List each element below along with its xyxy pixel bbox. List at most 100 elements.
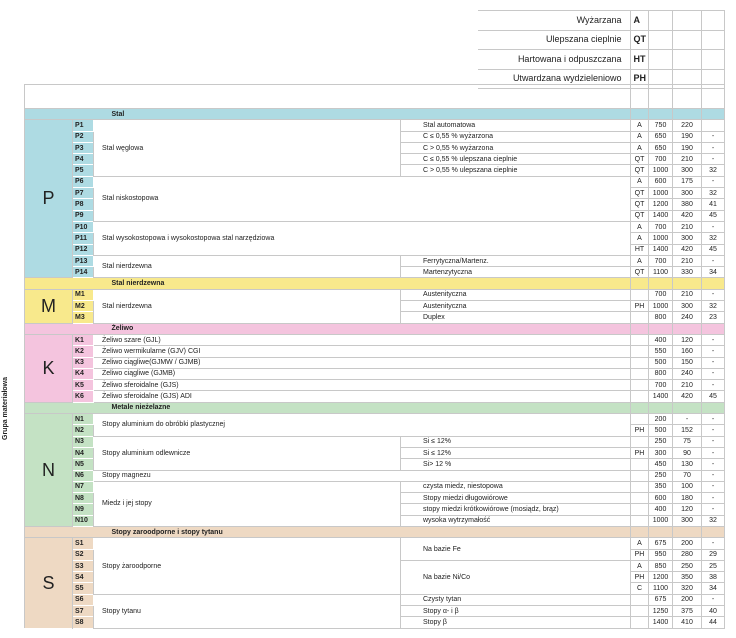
material-name: Stopy magnezu — [93, 469, 631, 482]
value-3: - — [701, 537, 725, 550]
material-name: Stal niskostopowa — [93, 175, 631, 222]
value-1: 700 — [648, 254, 673, 268]
section-header-row: Stal — [24, 107, 725, 121]
material-code: S3 — [72, 559, 94, 573]
treatment-code: PH — [630, 300, 649, 313]
header-blank-row — [24, 84, 725, 109]
material-code: P7 — [72, 187, 94, 200]
material-code: K2 — [72, 345, 94, 358]
value-3: - — [701, 356, 725, 369]
legend-row: Hartowana i odpuszczana HT — [478, 49, 725, 70]
material-code: P10 — [72, 220, 94, 234]
value-1: 1000 — [648, 300, 673, 313]
material-code: N7 — [72, 480, 94, 494]
section-header-spacer — [24, 322, 94, 335]
blank-cell — [630, 525, 649, 539]
blank-cell — [648, 322, 673, 335]
value-1: 1000 — [648, 164, 673, 177]
treatment-code: A — [630, 220, 649, 234]
treatment-code — [630, 356, 649, 369]
blank-cell — [648, 277, 673, 290]
value-1: 200 — [648, 413, 673, 426]
material-subtype: C > 0,55 % ulepszana cieplnie — [400, 164, 631, 177]
material-code: S8 — [72, 616, 94, 629]
value-3: - — [701, 469, 725, 482]
treatment-code — [630, 413, 649, 426]
blank-cell — [24, 84, 631, 109]
value-2: 210 — [672, 288, 702, 302]
material-group-table: Stal P P1 Stal węglowa Stal automatowa A 750 22… — [24, 107, 725, 629]
value-3: 23 — [701, 311, 725, 324]
material-code: P2 — [72, 130, 94, 143]
value-1: 850 — [648, 559, 673, 573]
section-header-spacer — [24, 107, 94, 121]
value-3: - — [701, 446, 725, 460]
section-header-row: Żeliwo — [24, 322, 725, 335]
material-code: S4 — [72, 571, 94, 584]
material-code: S1 — [72, 537, 94, 550]
value-2: 350 — [672, 571, 702, 584]
blank-cell — [701, 10, 725, 31]
blank-cell — [648, 49, 673, 70]
value-3: - — [701, 458, 725, 471]
value-1: 250 — [648, 469, 673, 482]
treatment-code: C — [630, 582, 649, 595]
treatment-code — [630, 379, 649, 392]
material-subtype: Duplex — [400, 311, 631, 324]
legend-row: Ulepszana cieplnie QT — [478, 29, 725, 50]
material-name: Stal węglowa — [93, 119, 401, 177]
value-2: 190 — [672, 130, 702, 143]
material-subtype: C ≤ 0,55 % ulepszana cieplnie — [400, 153, 631, 166]
section-header-row: Metale nieżelazne — [24, 401, 725, 415]
material-subtype: Stopy β — [400, 616, 631, 629]
value-3: - — [701, 220, 725, 234]
section-title: Żeliwo — [93, 322, 631, 335]
value-3: 41 — [701, 198, 725, 211]
table-row: N5 Si> 12 % 450 130- — [25, 458, 725, 471]
blank-cell — [630, 322, 649, 335]
value-3: - — [701, 153, 725, 166]
legend-label: Wyżarzana — [478, 10, 631, 31]
value-2: 210 — [672, 153, 702, 166]
treatment-code: QT — [630, 187, 649, 200]
section-header-spacer — [24, 277, 94, 290]
value-2: 300 — [672, 300, 702, 313]
material-code: P6 — [72, 175, 94, 189]
blank-cell — [672, 401, 702, 415]
blank-cell — [701, 107, 725, 121]
value-2: 200 — [672, 593, 702, 607]
value-2: 100 — [672, 480, 702, 494]
treatment-code — [630, 492, 649, 505]
material-subtype: Si> 12 % — [400, 458, 631, 471]
material-name: Stopy aluminium odlewnicze — [93, 435, 401, 471]
table-row: S6 Stopy tytanu Czysty tytan 675 200- — [25, 593, 725, 629]
value-3: - — [701, 503, 725, 516]
table-row: K3 Żeliwo ciągliwe(GJMW / GJMB) 500 150- — [25, 356, 725, 369]
table-row: P5 C > 0,55 % ulepszana cieplnie QT 1000 300… — [25, 164, 725, 177]
treatment-code — [630, 480, 649, 494]
value-1: 1000 — [648, 232, 673, 245]
value-2: 90 — [672, 446, 702, 460]
material-subtype: Stopy α- i β — [400, 605, 631, 618]
treatment-code: A — [630, 559, 649, 573]
side-label-material-group: Grupa materiałowa — [2, 376, 9, 440]
value-2: 410 — [672, 616, 702, 629]
legend-row: Utwardzana wydzieleniowo PH — [478, 68, 725, 89]
table-row: P13 Stal nierdzewna Ferrytyczna/Martenz. A 7… — [25, 254, 725, 279]
material-name: Żeliwo ciągliwe (GJMB) — [93, 367, 631, 381]
treatment-code: PH — [630, 446, 649, 460]
value-1: 700 — [648, 153, 673, 166]
treatment-code: HT — [630, 243, 649, 256]
table-row: K4 Żeliwo ciągliwe (GJMB) 800 240- — [25, 367, 725, 381]
material-subtype: Si ≤ 12% — [400, 435, 631, 448]
value-1: 800 — [648, 311, 673, 324]
treatment-code: A — [630, 232, 649, 245]
material-subtype: Na bazie Fe — [400, 537, 631, 561]
table-row: P P1 Stal węglowa Stal automatowa A 750 220 — [24, 119, 725, 278]
table-row: P6 Stal niskostopowa A 600 175- — [25, 175, 725, 222]
treatment-code: A — [630, 119, 649, 132]
value-3: 34 — [701, 582, 725, 595]
value-2: 420 — [672, 390, 702, 403]
value-2: 380 — [672, 198, 702, 211]
treatment-code: A — [630, 141, 649, 155]
